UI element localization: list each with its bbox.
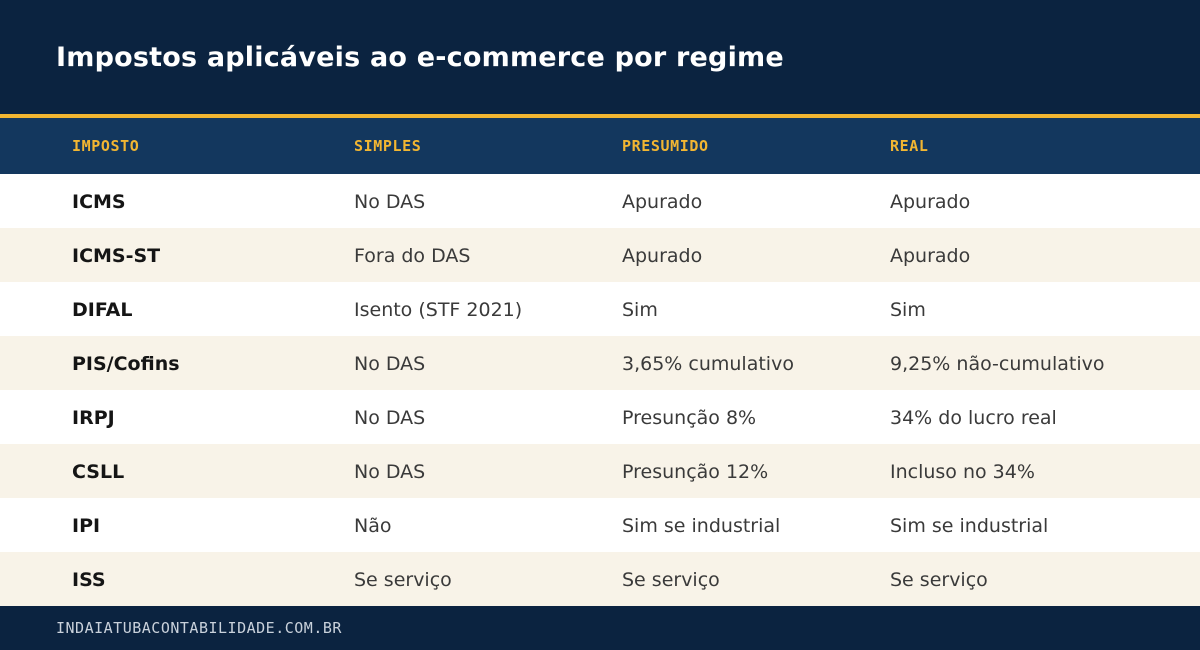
- presumido-cell: Se serviço: [622, 569, 720, 591]
- footer: INDAIATUBACONTABILIDADE.COM.BR: [0, 606, 1200, 650]
- simples-cell: Não: [354, 515, 392, 537]
- table-row: IPI Não Sim se industrial Sim se industr…: [0, 498, 1200, 552]
- tax-name: ICMS-ST: [72, 245, 161, 267]
- presumido-cell: Presunção 8%: [622, 407, 757, 429]
- table-row: CSLL No DAS Presunção 12% Incluso no 34%: [0, 444, 1200, 498]
- column-header-presumido: PRESUMIDO: [622, 137, 709, 155]
- table-row: ICMS-ST Fora do DAS Apurado Apurado: [0, 228, 1200, 282]
- presumido-cell: Presunção 12%: [622, 461, 769, 483]
- real-cell: Apurado: [890, 191, 971, 213]
- simples-cell: Se serviço: [354, 569, 452, 591]
- table-row: PIS/Cofins No DAS 3,65% cumulativo 9,25%…: [0, 336, 1200, 390]
- page-title: Impostos aplicáveis ao e-commerce por re…: [56, 42, 784, 73]
- tax-name: DIFAL: [72, 299, 133, 321]
- simples-cell: Isento (STF 2021): [354, 299, 523, 321]
- table-header-row: IMPOSTO SIMPLES PRESUMIDO REAL: [0, 118, 1200, 174]
- presumido-cell: 3,65% cumulativo: [622, 353, 794, 375]
- footer-site: INDAIATUBACONTABILIDADE.COM.BR: [56, 619, 342, 637]
- table-row: ISS Se serviço Se serviço Se serviço: [0, 552, 1200, 606]
- simples-cell: Fora do DAS: [354, 245, 471, 267]
- real-cell: Apurado: [890, 245, 971, 267]
- column-header-real: REAL: [890, 137, 929, 155]
- real-cell: Se serviço: [890, 569, 988, 591]
- real-cell: 9,25% não-cumulativo: [890, 353, 1105, 375]
- table-row: DIFAL Isento (STF 2021) Sim Sim: [0, 282, 1200, 336]
- table-row: ICMS No DAS Apurado Apurado: [0, 174, 1200, 228]
- simples-cell: No DAS: [354, 191, 426, 213]
- presumido-cell: Apurado: [622, 191, 703, 213]
- real-cell: Sim se industrial: [890, 515, 1049, 537]
- column-header-simples: SIMPLES: [354, 137, 422, 155]
- simples-cell: No DAS: [354, 353, 426, 375]
- accent-divider: [0, 114, 1200, 118]
- tax-name: IRPJ: [72, 407, 115, 429]
- tax-name: CSLL: [72, 461, 125, 483]
- real-cell: Sim: [890, 299, 926, 321]
- column-header-imposto: IMPOSTO: [72, 137, 140, 155]
- real-cell: 34% do lucro real: [890, 407, 1057, 429]
- tax-table: IMPOSTO SIMPLES PRESUMIDO REAL ICMS No D…: [0, 118, 1200, 606]
- real-cell: Incluso no 34%: [890, 461, 1035, 483]
- table-row: IRPJ No DAS Presunção 8% 34% do lucro re…: [0, 390, 1200, 444]
- simples-cell: No DAS: [354, 461, 426, 483]
- presumido-cell: Sim se industrial: [622, 515, 781, 537]
- simples-cell: No DAS: [354, 407, 426, 429]
- header: Impostos aplicáveis ao e-commerce por re…: [0, 0, 1200, 114]
- presumido-cell: Sim: [622, 299, 658, 321]
- tax-name: PIS/Cofins: [72, 353, 180, 375]
- presumido-cell: Apurado: [622, 245, 703, 267]
- tax-name: ISS: [72, 569, 106, 591]
- tax-name: ICMS: [72, 191, 126, 213]
- tax-name: IPI: [72, 515, 101, 537]
